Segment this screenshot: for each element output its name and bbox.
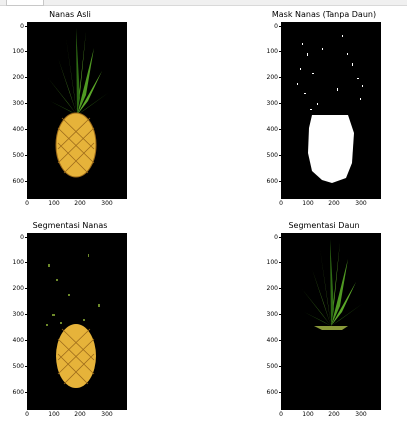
image-leaf-segment	[281, 233, 381, 410]
y-tick: 600	[254, 178, 281, 185]
leaf-segment	[302, 239, 362, 330]
leaf-remnants	[46, 254, 100, 326]
y-tick: 100	[0, 48, 27, 55]
x-tick: 300	[351, 408, 371, 418]
y-tick: 300	[254, 311, 281, 318]
y-tick: 400	[0, 126, 27, 133]
panel-title: Segmentasi Nanas	[32, 221, 108, 230]
x-tick: 100	[44, 197, 64, 207]
y-tick: 100	[254, 259, 281, 266]
y-tick: 200	[254, 74, 281, 81]
panel-leaves: Segmentasi Daun 0 100 200 300 400 500 60…	[254, 221, 394, 426]
mask-specks	[297, 35, 363, 110]
y-tick: 100	[0, 259, 27, 266]
y-tick: 0	[0, 23, 27, 30]
image-mask	[281, 22, 381, 199]
panel-original: Nanas Asli 0 100 200 300 400 500 600 0 1…	[0, 10, 140, 215]
panel-fruit: Segmentasi Nanas 0 100 200 300 400 500 6…	[0, 221, 140, 426]
y-tick: 500	[254, 363, 281, 370]
x-tick: 200	[70, 197, 90, 207]
y-tick: 400	[254, 337, 281, 344]
x-tick: 100	[44, 408, 64, 418]
y-tick: 300	[0, 311, 27, 318]
y-tick: 0	[0, 234, 27, 241]
panel-title: Segmentasi Daun	[288, 221, 360, 230]
x-tick: 200	[70, 408, 90, 418]
panel-title: Mask Nanas (Tanpa Daun)	[271, 10, 377, 19]
mask-fruit	[308, 115, 354, 183]
y-tick: 600	[0, 178, 27, 185]
y-tick: 500	[0, 363, 27, 370]
x-tick: 300	[351, 197, 371, 207]
y-tick: 600	[0, 389, 27, 396]
y-tick: 400	[254, 126, 281, 133]
x-tick: 100	[298, 408, 318, 418]
toolbar-tab[interactable]	[6, 0, 44, 6]
leaves	[48, 28, 108, 115]
y-tick: 500	[0, 152, 27, 159]
x-tick: 0	[17, 408, 37, 418]
panel-mask: Mask Nanas (Tanpa Daun) 0 100 200 300 40…	[254, 10, 394, 215]
y-tick: 400	[0, 337, 27, 344]
y-tick: 0	[254, 234, 281, 241]
x-tick: 0	[271, 197, 291, 207]
x-tick: 300	[97, 197, 117, 207]
x-tick: 300	[97, 408, 117, 418]
x-tick: 100	[298, 197, 318, 207]
y-tick: 100	[254, 48, 281, 55]
image-original	[27, 22, 127, 199]
y-tick: 200	[254, 285, 281, 292]
image-fruit-segment	[27, 233, 127, 410]
panel-title: Nanas Asli	[49, 10, 91, 19]
y-tick: 500	[254, 152, 281, 159]
y-tick: 300	[254, 100, 281, 107]
window-toolbar	[0, 0, 407, 6]
y-tick: 200	[0, 285, 27, 292]
x-tick: 0	[17, 197, 37, 207]
y-tick: 600	[254, 389, 281, 396]
y-tick: 200	[0, 74, 27, 81]
x-tick: 200	[324, 197, 344, 207]
x-tick: 200	[324, 408, 344, 418]
y-tick: 0	[254, 23, 281, 30]
x-tick: 0	[271, 408, 291, 418]
y-tick: 300	[0, 100, 27, 107]
